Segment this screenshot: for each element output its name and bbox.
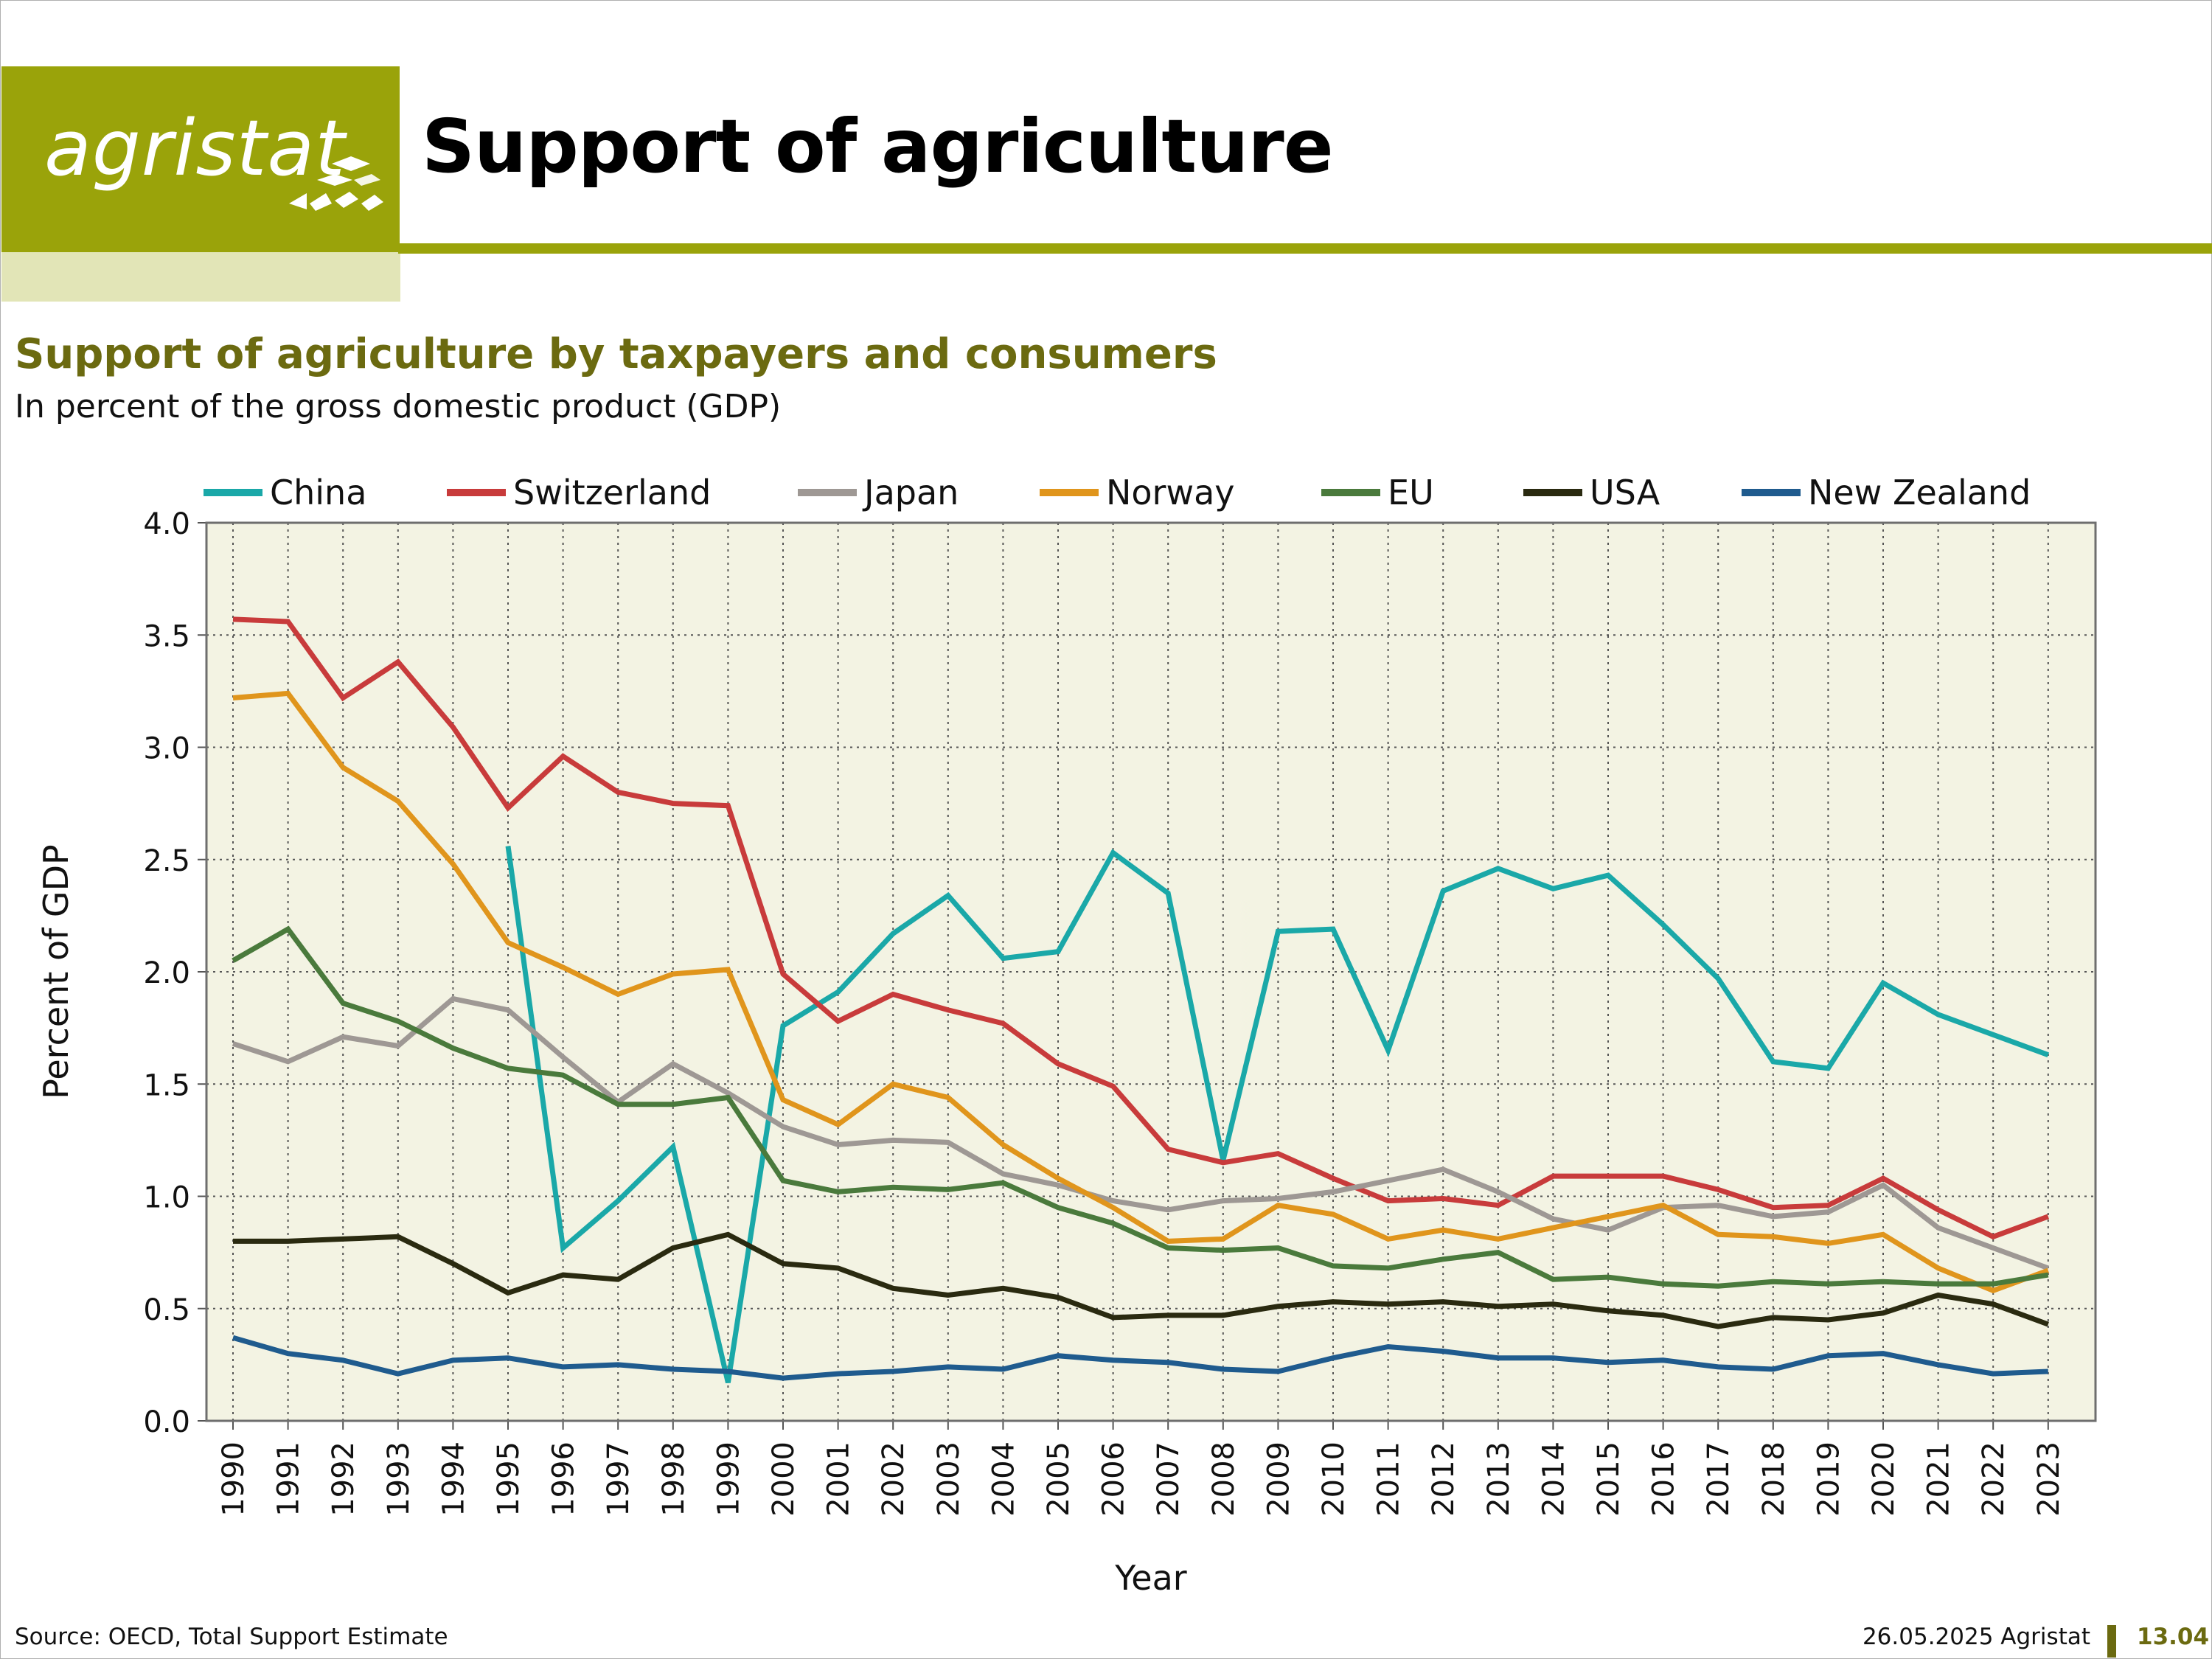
x-tick-label: 2005 xyxy=(1042,1441,1076,1517)
legend-label-switzerland: Switzerland xyxy=(513,473,711,512)
logo-background xyxy=(1,66,400,252)
page-title: Support of agriculture xyxy=(422,103,1334,189)
y-tick-label: 0.0 xyxy=(143,1405,190,1439)
x-tick-label: 2009 xyxy=(1262,1441,1295,1517)
x-tick-label: 1998 xyxy=(657,1441,691,1517)
header-rule xyxy=(398,243,2212,254)
x-tick-label: 2011 xyxy=(1372,1441,1406,1517)
logo-underlay xyxy=(1,252,400,302)
series-line-norway xyxy=(232,690,2050,1294)
y-tick-label: 1.5 xyxy=(143,1068,190,1102)
y-tick-label: 3.0 xyxy=(143,732,190,766)
legend-label-japan: Japan xyxy=(862,473,959,512)
legend-label-norway: Norway xyxy=(1106,473,1235,512)
legend-label-eu: EU xyxy=(1388,473,1434,512)
x-tick-label: 2003 xyxy=(932,1441,966,1517)
y-tick-label: 3.5 xyxy=(143,619,190,653)
series-line-switzerland xyxy=(232,616,2050,1240)
x-tick-label: 2015 xyxy=(1592,1441,1626,1517)
x-tick-label: 2010 xyxy=(1317,1441,1351,1517)
legend-label-usa: USA xyxy=(1590,473,1660,512)
x-tick-label: 1993 xyxy=(382,1441,416,1517)
chart-subtitle: In percent of the gross domestic product… xyxy=(15,388,782,425)
x-tick-label: 2014 xyxy=(1537,1441,1571,1517)
x-tick-label: 2020 xyxy=(1867,1441,1901,1517)
x-tick-label: 1992 xyxy=(327,1441,361,1517)
x-tick-label: 1990 xyxy=(217,1441,251,1517)
chart-title: Support of agriculture by taxpayers and … xyxy=(15,330,1217,378)
legend-label-china: China xyxy=(270,473,366,512)
y-tick-label: 2.0 xyxy=(143,956,190,990)
line-chart: 0.0 0.5 1.0 1.5 2.0 2.5 3.0 3.5 4.0 1990 1991 1992 1… xyxy=(36,473,2097,1598)
y-tick-label: 4.0 xyxy=(143,507,190,541)
x-tick-label: 2018 xyxy=(1757,1441,1791,1517)
x-tick-label: 2021 xyxy=(1922,1441,1956,1517)
y-tick-label: 1.0 xyxy=(143,1181,190,1215)
footer-divider xyxy=(2107,1625,2116,1658)
x-tick-label: 2006 xyxy=(1097,1441,1131,1517)
x-tick-label: 1995 xyxy=(492,1441,526,1517)
series-line-japan xyxy=(232,995,2050,1271)
x-tick-label: 2007 xyxy=(1152,1441,1186,1517)
legend-label-new-zealand: New Zealand xyxy=(1808,473,2031,512)
x-tick-label: 2016 xyxy=(1647,1441,1681,1517)
series-line-china xyxy=(505,846,2050,1383)
x-tick-label: 2002 xyxy=(877,1441,911,1517)
x-tick-label: 1999 xyxy=(712,1441,745,1517)
x-tick-label: 2004 xyxy=(987,1441,1020,1517)
x-tick-label: 2000 xyxy=(767,1441,801,1517)
x-tick-label: 2017 xyxy=(1702,1441,1736,1517)
x-tick-label: 2023 xyxy=(2032,1441,2066,1517)
x-tick-label: 2022 xyxy=(1977,1441,2011,1517)
series-line-new-zealand xyxy=(232,1335,2048,1381)
x-tick-label: 2012 xyxy=(1427,1441,1461,1517)
x-tick-label: 1991 xyxy=(272,1441,306,1517)
x-tick-label: 2008 xyxy=(1207,1441,1241,1517)
y-tick-label: 2.5 xyxy=(143,844,190,878)
series-line-eu xyxy=(232,925,2049,1289)
x-tick-label: 1997 xyxy=(602,1441,636,1517)
x-tick-label: 1996 xyxy=(547,1441,581,1517)
x-tick-label: 1994 xyxy=(437,1441,470,1517)
page-number: 13.04 xyxy=(2137,1624,2210,1650)
footer-source: Source: OECD, Total Support Estimate xyxy=(15,1624,448,1650)
y-axis-label: Percent of GDP xyxy=(36,844,76,1099)
y-tick-label: 0.5 xyxy=(143,1293,190,1327)
x-tick-label: 2019 xyxy=(1812,1441,1846,1517)
series-line-usa xyxy=(233,1231,2050,1329)
footer-date: 26.05.2025 Agristat xyxy=(1862,1624,2090,1650)
x-axis-label: Year xyxy=(1114,1558,1186,1598)
x-tick-label: 2013 xyxy=(1482,1441,1516,1517)
x-tick-label: 2001 xyxy=(822,1441,856,1517)
plot-border xyxy=(205,521,2097,1422)
logo-text: agristat xyxy=(44,103,346,193)
agristat-logo-icon xyxy=(289,156,383,211)
